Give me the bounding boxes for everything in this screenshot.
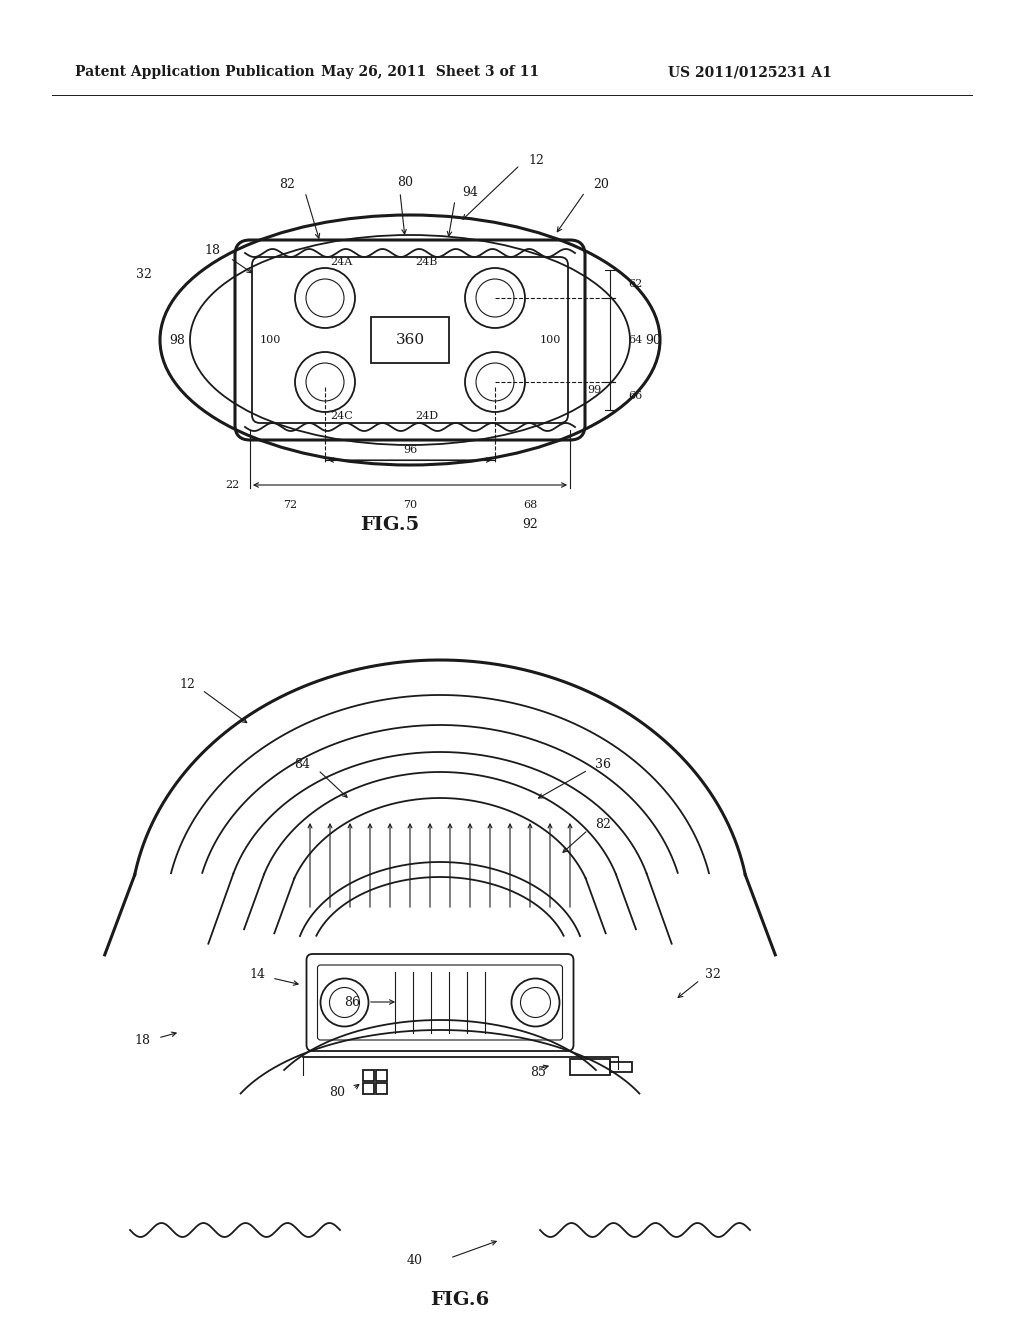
Text: 18: 18 (134, 1034, 150, 1047)
Text: May 26, 2011  Sheet 3 of 11: May 26, 2011 Sheet 3 of 11 (321, 65, 539, 79)
Text: 70: 70 (402, 500, 417, 510)
Text: 90: 90 (645, 334, 660, 346)
Text: 82: 82 (280, 178, 295, 191)
Text: 94: 94 (462, 186, 478, 198)
Text: 360: 360 (395, 333, 425, 347)
Text: 40: 40 (407, 1254, 423, 1266)
Bar (362, 1071, 374, 1081)
Text: 96: 96 (402, 445, 417, 455)
Text: 20: 20 (593, 178, 609, 191)
Text: FIG.6: FIG.6 (430, 1291, 489, 1309)
Text: US 2011/0125231 A1: US 2011/0125231 A1 (668, 65, 831, 79)
Text: 99: 99 (588, 385, 602, 395)
Text: 22: 22 (225, 480, 240, 490)
Text: 24B: 24B (415, 257, 437, 267)
Text: 86: 86 (344, 995, 360, 1008)
Text: 85: 85 (530, 1065, 546, 1078)
Text: 100: 100 (259, 335, 281, 345)
Text: 18: 18 (204, 243, 220, 256)
Text: 36: 36 (595, 759, 611, 771)
Text: 100: 100 (540, 335, 561, 345)
Text: 62: 62 (628, 279, 642, 289)
Text: 92: 92 (522, 519, 538, 532)
Text: 66: 66 (628, 391, 642, 401)
Text: 12: 12 (179, 678, 195, 692)
Text: 72: 72 (283, 500, 297, 510)
Text: 24D: 24D (415, 411, 438, 421)
Text: 32: 32 (136, 268, 152, 281)
Text: 84: 84 (294, 759, 310, 771)
Bar (570, 1059, 610, 1074)
Text: 24C: 24C (330, 411, 352, 421)
Text: 24A: 24A (330, 257, 352, 267)
Text: Patent Application Publication: Patent Application Publication (75, 65, 314, 79)
Text: FIG.5: FIG.5 (360, 516, 420, 535)
Bar (376, 1082, 387, 1094)
Text: 64: 64 (628, 335, 642, 345)
Bar (371, 317, 449, 363)
Text: 12: 12 (528, 153, 544, 166)
Bar (376, 1071, 387, 1081)
Bar (362, 1082, 374, 1094)
Text: 14: 14 (249, 969, 265, 982)
Text: 80: 80 (329, 1085, 345, 1098)
Text: 32: 32 (705, 969, 721, 982)
Bar (610, 1063, 632, 1072)
Text: 80: 80 (397, 177, 413, 190)
Text: 82: 82 (595, 818, 611, 832)
Text: 68: 68 (523, 500, 538, 510)
Text: 98: 98 (169, 334, 185, 346)
